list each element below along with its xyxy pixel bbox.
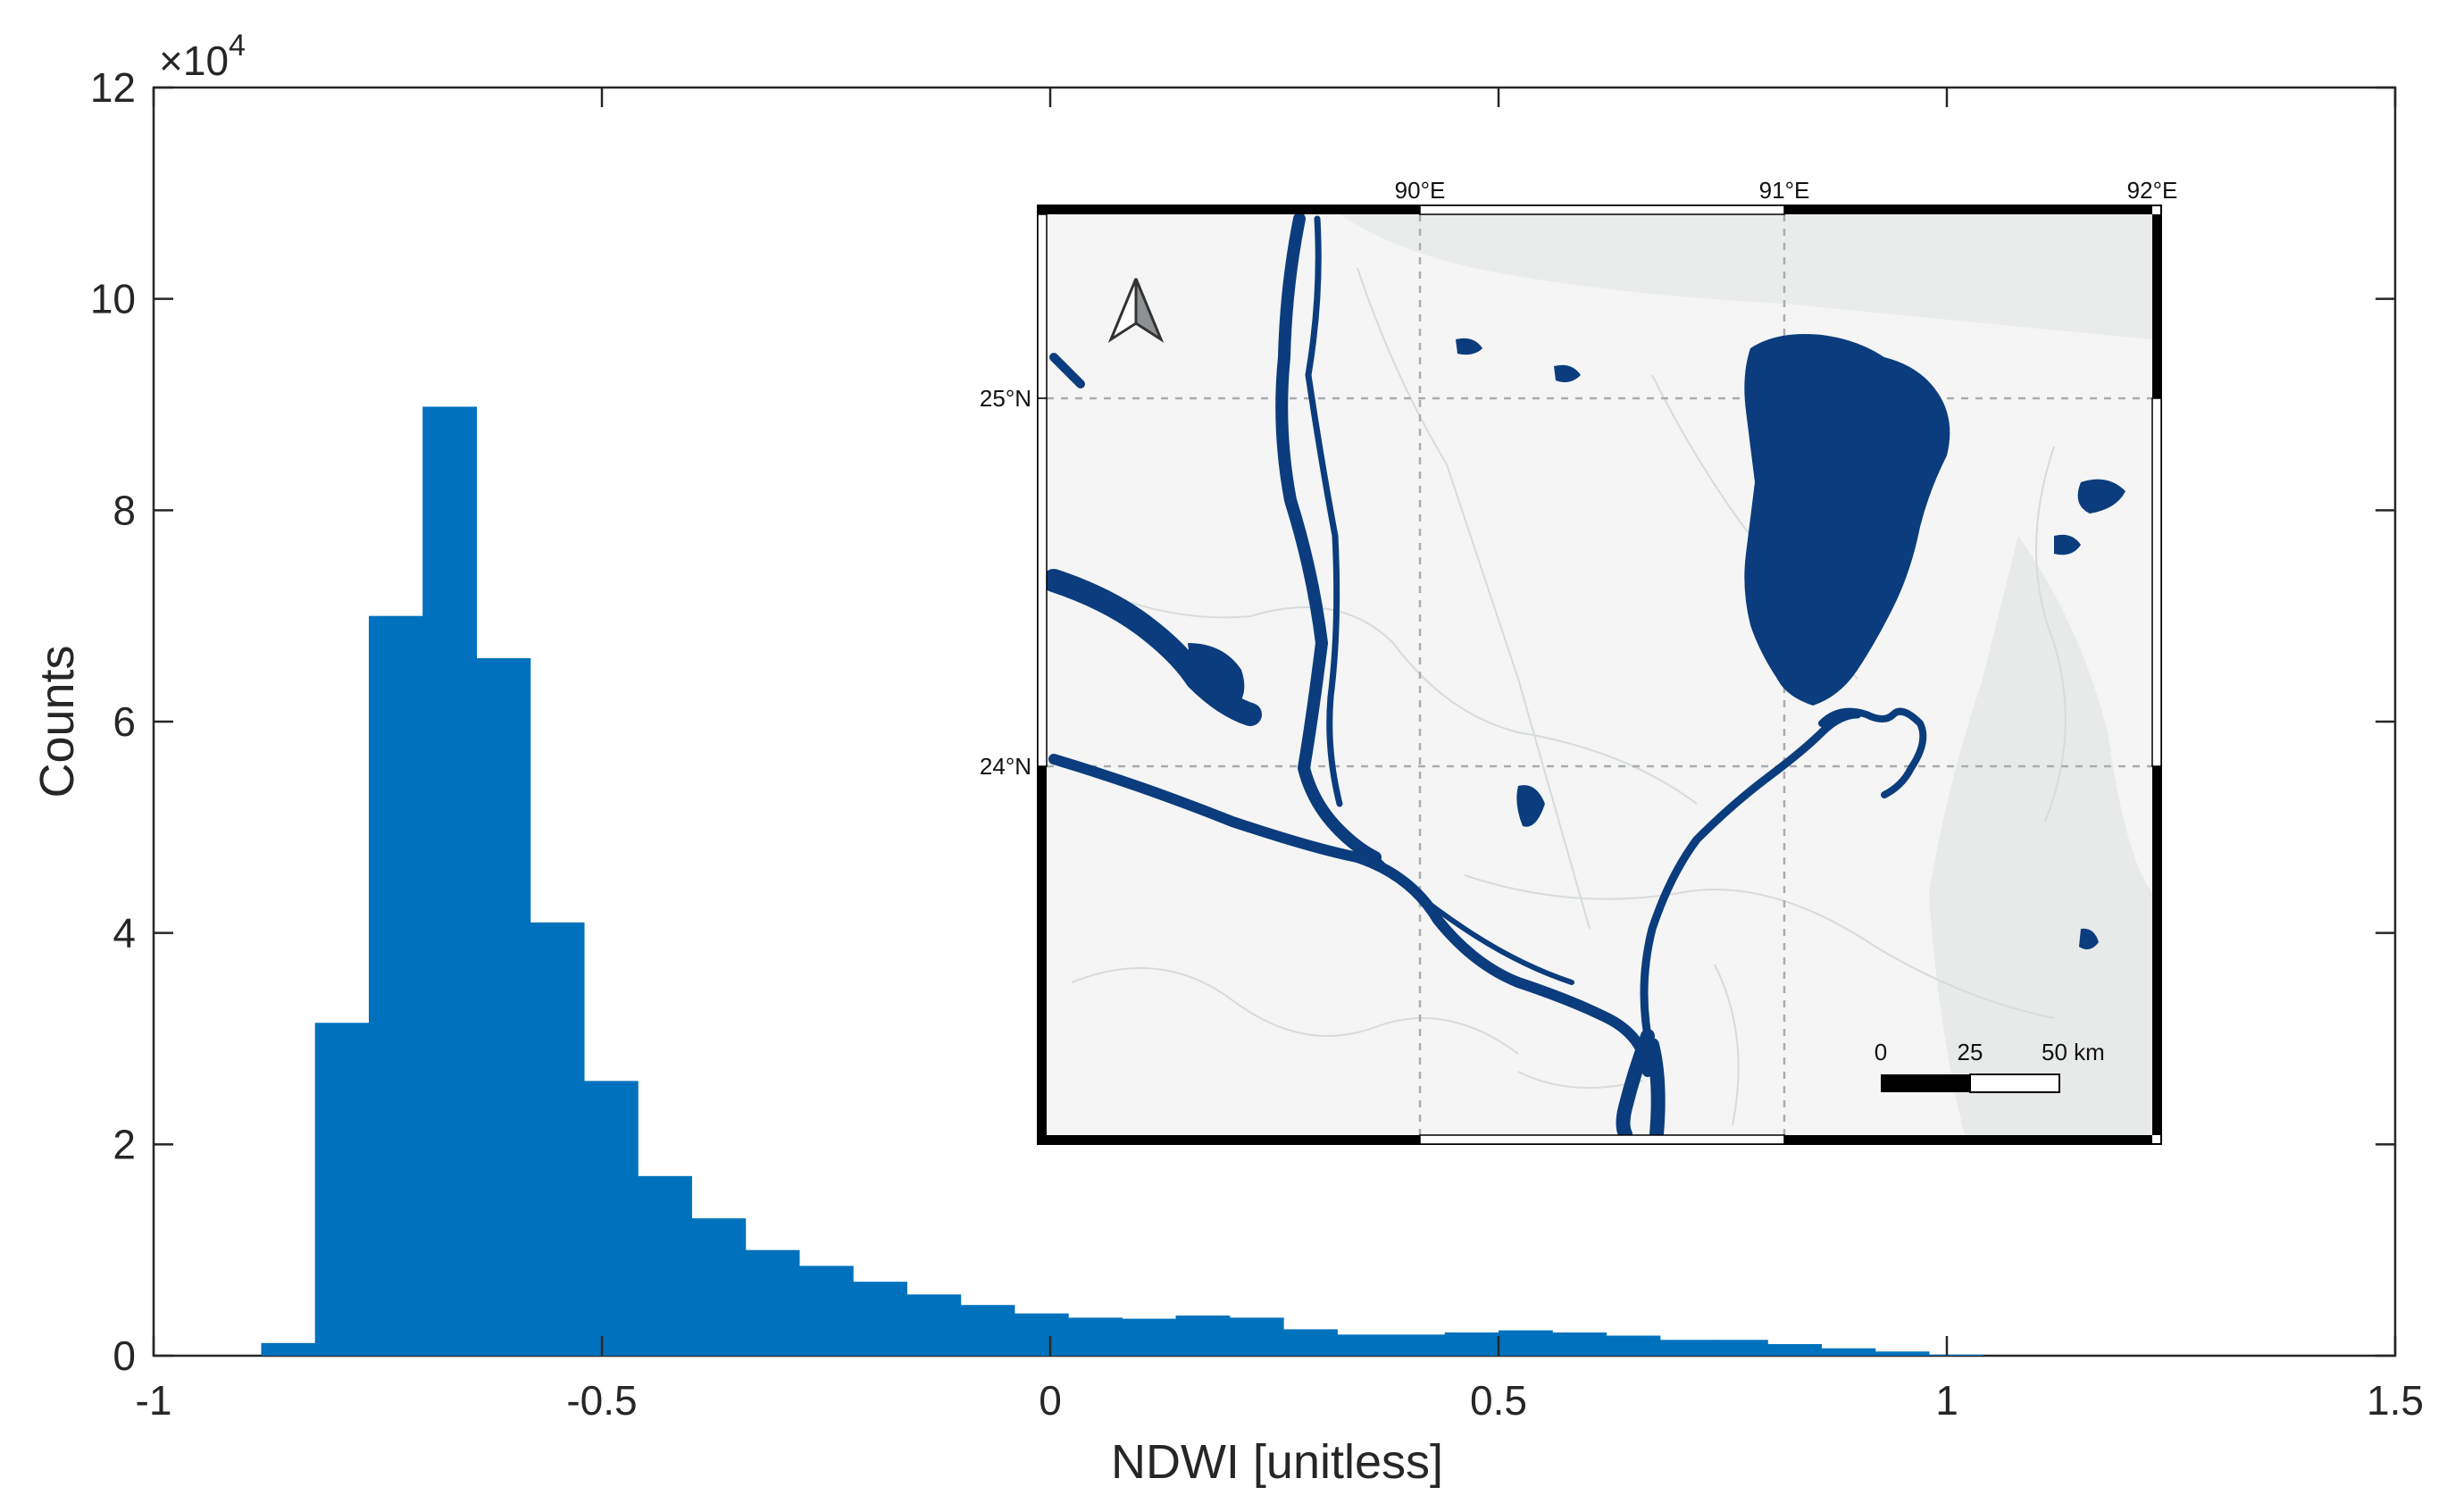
axis-ticks: [152, 86, 2397, 1357]
y-tick-label: 6: [113, 698, 136, 745]
river-surma: [1818, 707, 1927, 798]
histogram-bar: [261, 1342, 316, 1356]
histogram-bar: [1175, 1316, 1231, 1356]
wetland-north: [1456, 338, 1482, 355]
x-axis-title: NDWI [unitless]: [1111, 1435, 1443, 1489]
histogram-bar: [530, 922, 585, 1356]
histogram-bar: [1713, 1340, 1768, 1356]
y-tick-label: 4: [113, 910, 136, 956]
river-northwest: [1049, 353, 1085, 388]
scale-bar-white-segment: [1969, 1073, 2060, 1093]
y-tick-label: 2: [113, 1121, 136, 1167]
y-tick-label: 10: [90, 276, 136, 322]
histogram-bar: [1552, 1332, 1607, 1356]
map-terrain-north: [1340, 214, 2152, 339]
river-jamuna-braid: [1305, 215, 1343, 807]
histogram-bar: [583, 1081, 639, 1356]
wetland-central: [1516, 785, 1545, 827]
wetland-east-2: [2054, 534, 2081, 556]
histogram-bar: [960, 1305, 1015, 1356]
histogram-bar: [1122, 1318, 1177, 1356]
scale-label-25: 25: [1958, 1039, 1983, 1065]
y-axis-title: Counts: [30, 645, 84, 798]
wetland-west: [1188, 643, 1245, 710]
river-jamuna: [1275, 213, 1382, 864]
haor-wetland: [1744, 334, 1950, 706]
x-tick-label: 1.5: [2367, 1377, 2424, 1424]
histogram-bar: [745, 1249, 800, 1356]
histogram-bar: [1337, 1334, 1392, 1356]
x-tick-label: 0.5: [1470, 1377, 1527, 1424]
scale-bar: 0 25 50 km: [1875, 1039, 2105, 1093]
histogram-bar: [368, 615, 423, 1356]
histogram-bar: [1928, 1354, 1983, 1356]
histogram-bar: [1068, 1317, 1123, 1356]
y-tick-labels: 0 2 4 6 8 10 12: [90, 64, 136, 1379]
histogram-bar: [638, 1175, 692, 1356]
histogram-bar: [798, 1266, 854, 1356]
histogram-bars: [261, 406, 1983, 1356]
north-arrow-icon: [1107, 278, 1165, 343]
histogram-bar: [1390, 1334, 1446, 1356]
lon-label-91e: 91°E: [1759, 177, 1810, 204]
map-terrain-east: [1929, 536, 2152, 1135]
x-tick-labels: -1 -0.5 0 0.5 1 1.5: [136, 1377, 2424, 1424]
histogram-bar: [1014, 1313, 1069, 1356]
histogram-bar: [1229, 1317, 1284, 1356]
lon-label-90e: 90°E: [1395, 177, 1446, 204]
histogram-bar: [853, 1282, 907, 1356]
x-tick-label: -1: [136, 1377, 172, 1424]
y-exponent-power: 4: [229, 29, 246, 63]
histogram-bar: [1821, 1348, 1876, 1356]
scale-label-50km: 50 km: [2042, 1039, 2105, 1065]
x-tick-label: 0: [1039, 1377, 1062, 1424]
inset-map: 0 25 50 km 90°E 91°E 92°E 25°N 24°N: [980, 177, 2178, 1145]
wetland-east: [2077, 479, 2125, 514]
histogram-bar: [476, 658, 531, 1356]
map-wetlands: [1188, 334, 2125, 950]
map-frame: [1037, 205, 2162, 1145]
y-tick-label: 12: [90, 64, 136, 111]
scale-label-0: 0: [1875, 1039, 1887, 1065]
wetland-southeast: [2079, 928, 2099, 950]
y-tick-label: 0: [113, 1332, 136, 1379]
x-tick-label: 1: [1935, 1377, 1958, 1424]
histogram-bar: [1659, 1340, 1715, 1356]
histogram-bar: [1875, 1351, 1930, 1356]
histogram-bar: [691, 1218, 747, 1356]
lat-label-25n: 25°N: [980, 385, 1031, 412]
histogram-bar: [1606, 1335, 1661, 1356]
river-meghna-lower: [1616, 1029, 1666, 1141]
wetland-northeast: [1554, 364, 1581, 382]
histogram-bar: [1444, 1332, 1499, 1356]
histogram-bar: [314, 1023, 370, 1356]
y-tick-label: 8: [113, 487, 136, 533]
lat-label-24n: 24°N: [980, 753, 1031, 780]
lon-label-92e: 92°E: [2127, 177, 2178, 204]
histogram-bar: [1767, 1343, 1823, 1356]
histogram-bar: [906, 1294, 962, 1356]
histogram-bar: [1499, 1330, 1553, 1356]
river-meghna: [1640, 710, 1862, 1040]
histogram-bar: [422, 406, 478, 1356]
histogram-bar: [1283, 1329, 1338, 1356]
river-padma-south: [1373, 855, 1574, 985]
scale-bar-black-segment: [1881, 1074, 1970, 1092]
x-tick-label: -0.5: [566, 1377, 637, 1424]
y-exponent-label: ×104: [159, 29, 246, 84]
